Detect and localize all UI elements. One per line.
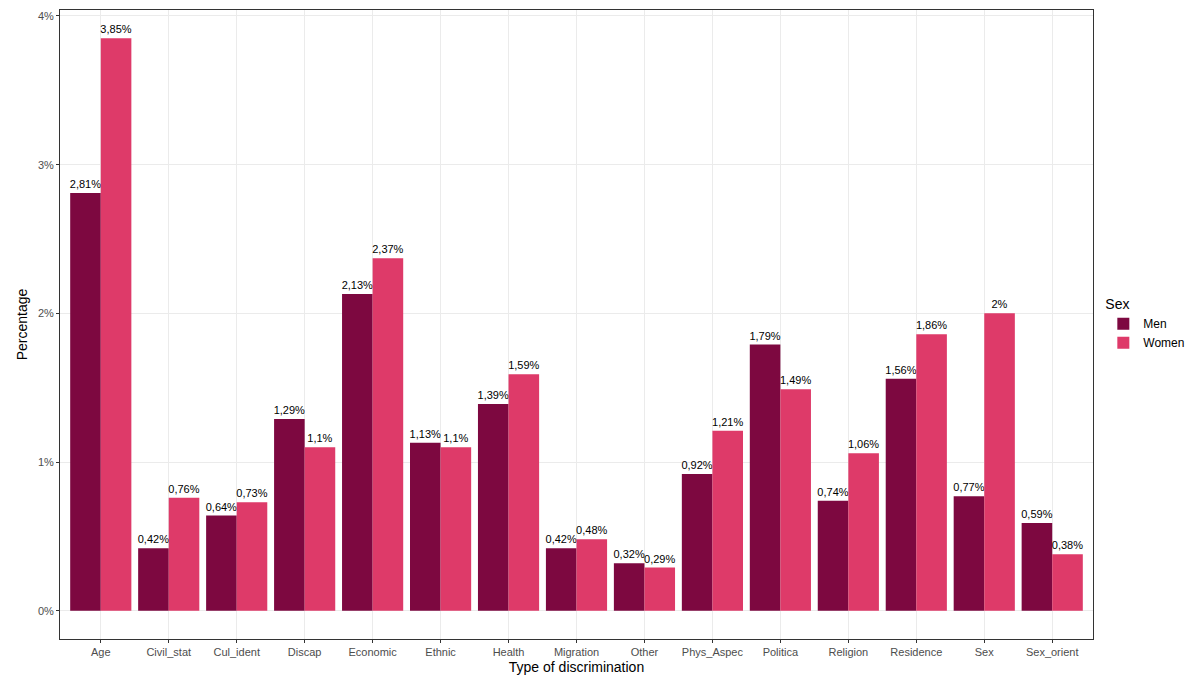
svg-text:1,49%: 1,49% xyxy=(780,374,811,386)
svg-text:Age: Age xyxy=(91,646,111,658)
svg-text:0,29%: 0,29% xyxy=(644,553,675,565)
svg-text:2,13%: 2,13% xyxy=(342,279,373,291)
svg-text:0,73%: 0,73% xyxy=(236,487,267,499)
svg-text:2%: 2% xyxy=(991,298,1007,310)
svg-text:1,29%: 1,29% xyxy=(274,404,305,416)
svg-text:1,1%: 1,1% xyxy=(443,432,468,444)
svg-text:0,77%: 0,77% xyxy=(953,481,984,493)
svg-text:Women: Women xyxy=(1143,336,1184,350)
svg-text:0,48%: 0,48% xyxy=(576,524,607,536)
svg-text:0,64%: 0,64% xyxy=(206,501,237,513)
svg-text:0,42%: 0,42% xyxy=(138,533,169,545)
svg-text:1,79%: 1,79% xyxy=(749,330,780,342)
svg-text:Politica: Politica xyxy=(763,646,799,658)
svg-text:1,59%: 1,59% xyxy=(508,359,539,371)
svg-text:4%: 4% xyxy=(38,10,54,22)
svg-text:Economic: Economic xyxy=(348,646,397,658)
svg-text:Civil_stat: Civil_stat xyxy=(146,646,191,658)
svg-text:0,74%: 0,74% xyxy=(817,486,848,498)
svg-text:Cul_ident: Cul_ident xyxy=(213,646,259,658)
svg-text:1,1%: 1,1% xyxy=(307,432,332,444)
svg-text:2,81%: 2,81% xyxy=(70,178,101,190)
svg-text:Health: Health xyxy=(493,646,525,658)
svg-text:1,39%: 1,39% xyxy=(478,389,509,401)
svg-text:0%: 0% xyxy=(38,605,54,617)
svg-text:Migration: Migration xyxy=(554,646,599,658)
svg-text:Sex_orient: Sex_orient xyxy=(1026,646,1079,658)
svg-text:1%: 1% xyxy=(38,456,54,468)
svg-text:3,85%: 3,85% xyxy=(100,23,131,35)
svg-text:1,21%: 1,21% xyxy=(712,416,743,428)
svg-text:0,92%: 0,92% xyxy=(681,459,712,471)
svg-text:0,59%: 0,59% xyxy=(1021,508,1052,520)
svg-text:Ethnic: Ethnic xyxy=(425,646,456,658)
svg-text:1,56%: 1,56% xyxy=(885,364,916,376)
svg-text:Other: Other xyxy=(631,646,659,658)
svg-text:Religion: Religion xyxy=(828,646,868,658)
svg-text:0,38%: 0,38% xyxy=(1052,539,1083,551)
svg-text:3%: 3% xyxy=(38,159,54,171)
svg-text:1,86%: 1,86% xyxy=(916,319,947,331)
svg-text:2,37%: 2,37% xyxy=(372,243,403,255)
svg-text:0,32%: 0,32% xyxy=(613,548,644,560)
svg-text:Phys_Aspec: Phys_Aspec xyxy=(682,646,744,658)
svg-text:Residence: Residence xyxy=(890,646,942,658)
svg-text:Sex: Sex xyxy=(975,646,994,658)
svg-text:Sex: Sex xyxy=(1105,296,1129,312)
svg-text:0,42%: 0,42% xyxy=(546,533,577,545)
svg-text:1,13%: 1,13% xyxy=(410,428,441,440)
svg-text:Percentage: Percentage xyxy=(14,288,30,360)
svg-text:2%: 2% xyxy=(38,307,54,319)
svg-text:1,06%: 1,06% xyxy=(848,438,879,450)
svg-text:Discap: Discap xyxy=(288,646,322,658)
svg-text:0,76%: 0,76% xyxy=(168,483,199,495)
svg-text:Type of discrimination: Type of discrimination xyxy=(509,659,644,675)
svg-text:Men: Men xyxy=(1143,317,1166,331)
